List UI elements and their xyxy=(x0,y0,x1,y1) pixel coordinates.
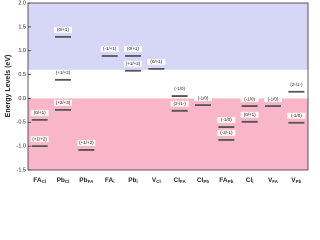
category-label: FAPb xyxy=(219,177,233,184)
level-label: (+1/+2) xyxy=(126,61,141,66)
category-label: ClFA xyxy=(174,177,187,184)
category-label: Cli xyxy=(246,177,254,184)
level-label-box xyxy=(100,45,119,52)
level-label: (2-/1-) xyxy=(290,82,303,87)
level-label: (+1/+2) xyxy=(56,70,71,75)
category-name: Cl xyxy=(246,177,253,184)
level-label: (0/+1) xyxy=(150,59,162,64)
category-label: PbFA xyxy=(79,177,94,184)
category-sub: i xyxy=(113,179,114,184)
level-label: (-1/0) xyxy=(244,96,255,101)
y-tick-label: -0.5 xyxy=(17,120,26,126)
level-label-box xyxy=(124,45,142,52)
level-label: (+2/+3) xyxy=(56,100,71,105)
y-tick-label: -1.0 xyxy=(17,144,26,150)
category-sub: Pb xyxy=(296,179,302,184)
y-tick-label: 0.0 xyxy=(18,96,26,102)
category-name: Cl xyxy=(197,177,204,184)
level-label-box xyxy=(170,86,189,93)
category-name: FA xyxy=(105,177,114,184)
level-label-box xyxy=(54,69,72,76)
level-label-box xyxy=(264,96,282,103)
y-axis-label: Energy Levels (eV) xyxy=(5,55,12,118)
level-label-box xyxy=(54,99,72,106)
level-label: (0/+1) xyxy=(244,112,256,117)
level-label: (+1/+2) xyxy=(32,136,47,141)
category-sub: FA xyxy=(88,179,95,184)
category-name: Pb xyxy=(57,177,65,184)
category-label: VPb xyxy=(291,177,301,184)
category-sub: Pb xyxy=(228,179,234,184)
level-label: (-1/0) xyxy=(268,96,279,101)
level-label: (-2/-1) xyxy=(220,130,233,135)
category-name: V xyxy=(291,177,296,184)
category-label: VCl xyxy=(152,177,161,184)
category-sub: i xyxy=(137,179,138,184)
category-sub: i xyxy=(252,179,253,184)
category-name: Pb xyxy=(79,177,87,184)
category-sub: FA xyxy=(180,179,187,184)
level-label-box xyxy=(77,139,96,146)
level-label-box xyxy=(287,81,306,88)
level-label-box xyxy=(194,95,212,102)
level-label: (0/+1) xyxy=(34,110,46,115)
level-label: (-1/0) xyxy=(174,86,185,91)
plot-frame xyxy=(27,2,309,171)
level-label-box xyxy=(54,26,72,33)
valence-band xyxy=(28,98,308,170)
level-label: (0/+1) xyxy=(127,46,139,51)
level-label: (-1/+1) xyxy=(103,46,117,51)
level-label-box xyxy=(240,111,259,118)
category-name: Pb xyxy=(128,177,136,184)
level-label: (+1/+2) xyxy=(79,140,94,145)
category-name: FA xyxy=(219,177,228,184)
level-label: (-1/0) xyxy=(221,117,232,122)
level-label: (-1/0) xyxy=(198,95,209,100)
category-name: FA xyxy=(33,177,42,184)
level-label: (-1/0) xyxy=(291,113,302,118)
y-tick-label: 0.5 xyxy=(18,72,26,78)
category-label: FACl xyxy=(33,177,46,184)
level-label-box xyxy=(217,117,236,124)
y-tick-label: 1.0 xyxy=(18,48,26,54)
level-label-box xyxy=(124,60,142,67)
y-tick-label: -1.5 xyxy=(17,167,26,173)
level-label-box xyxy=(170,100,189,107)
category-label: FAi xyxy=(105,177,115,184)
level-label-box xyxy=(30,136,49,143)
category-label: VFA xyxy=(268,177,279,184)
level-label: (0/+1) xyxy=(57,27,69,32)
y-tick-label: 2.0 xyxy=(18,0,26,6)
level-label-box xyxy=(217,129,236,136)
category-name: Cl xyxy=(174,177,181,184)
level-label-box xyxy=(147,58,166,65)
category-label: PbCl xyxy=(57,177,70,184)
category-sub: Cl xyxy=(42,179,47,184)
level-label-box xyxy=(240,96,259,103)
level-label-box xyxy=(30,109,49,116)
category-sub: Pb xyxy=(203,179,209,184)
conduction-band xyxy=(28,3,308,70)
category-name: V xyxy=(268,177,273,184)
y-tick-label: 1.5 xyxy=(18,24,26,30)
level-label: (2-/1-) xyxy=(174,101,187,106)
level-label-box xyxy=(287,112,306,119)
chart: Energy Levels (eV) 2.0 1.5 1.0 0.5 0.0 -0.5 -1… xyxy=(5,0,309,184)
category-sub: FA xyxy=(272,179,279,184)
category-name: V xyxy=(152,177,157,184)
category-label: Pbi xyxy=(128,177,138,184)
category-label: ClPb xyxy=(197,177,210,184)
category-sub: Cl xyxy=(65,179,70,184)
category-sub: Cl xyxy=(156,179,161,184)
